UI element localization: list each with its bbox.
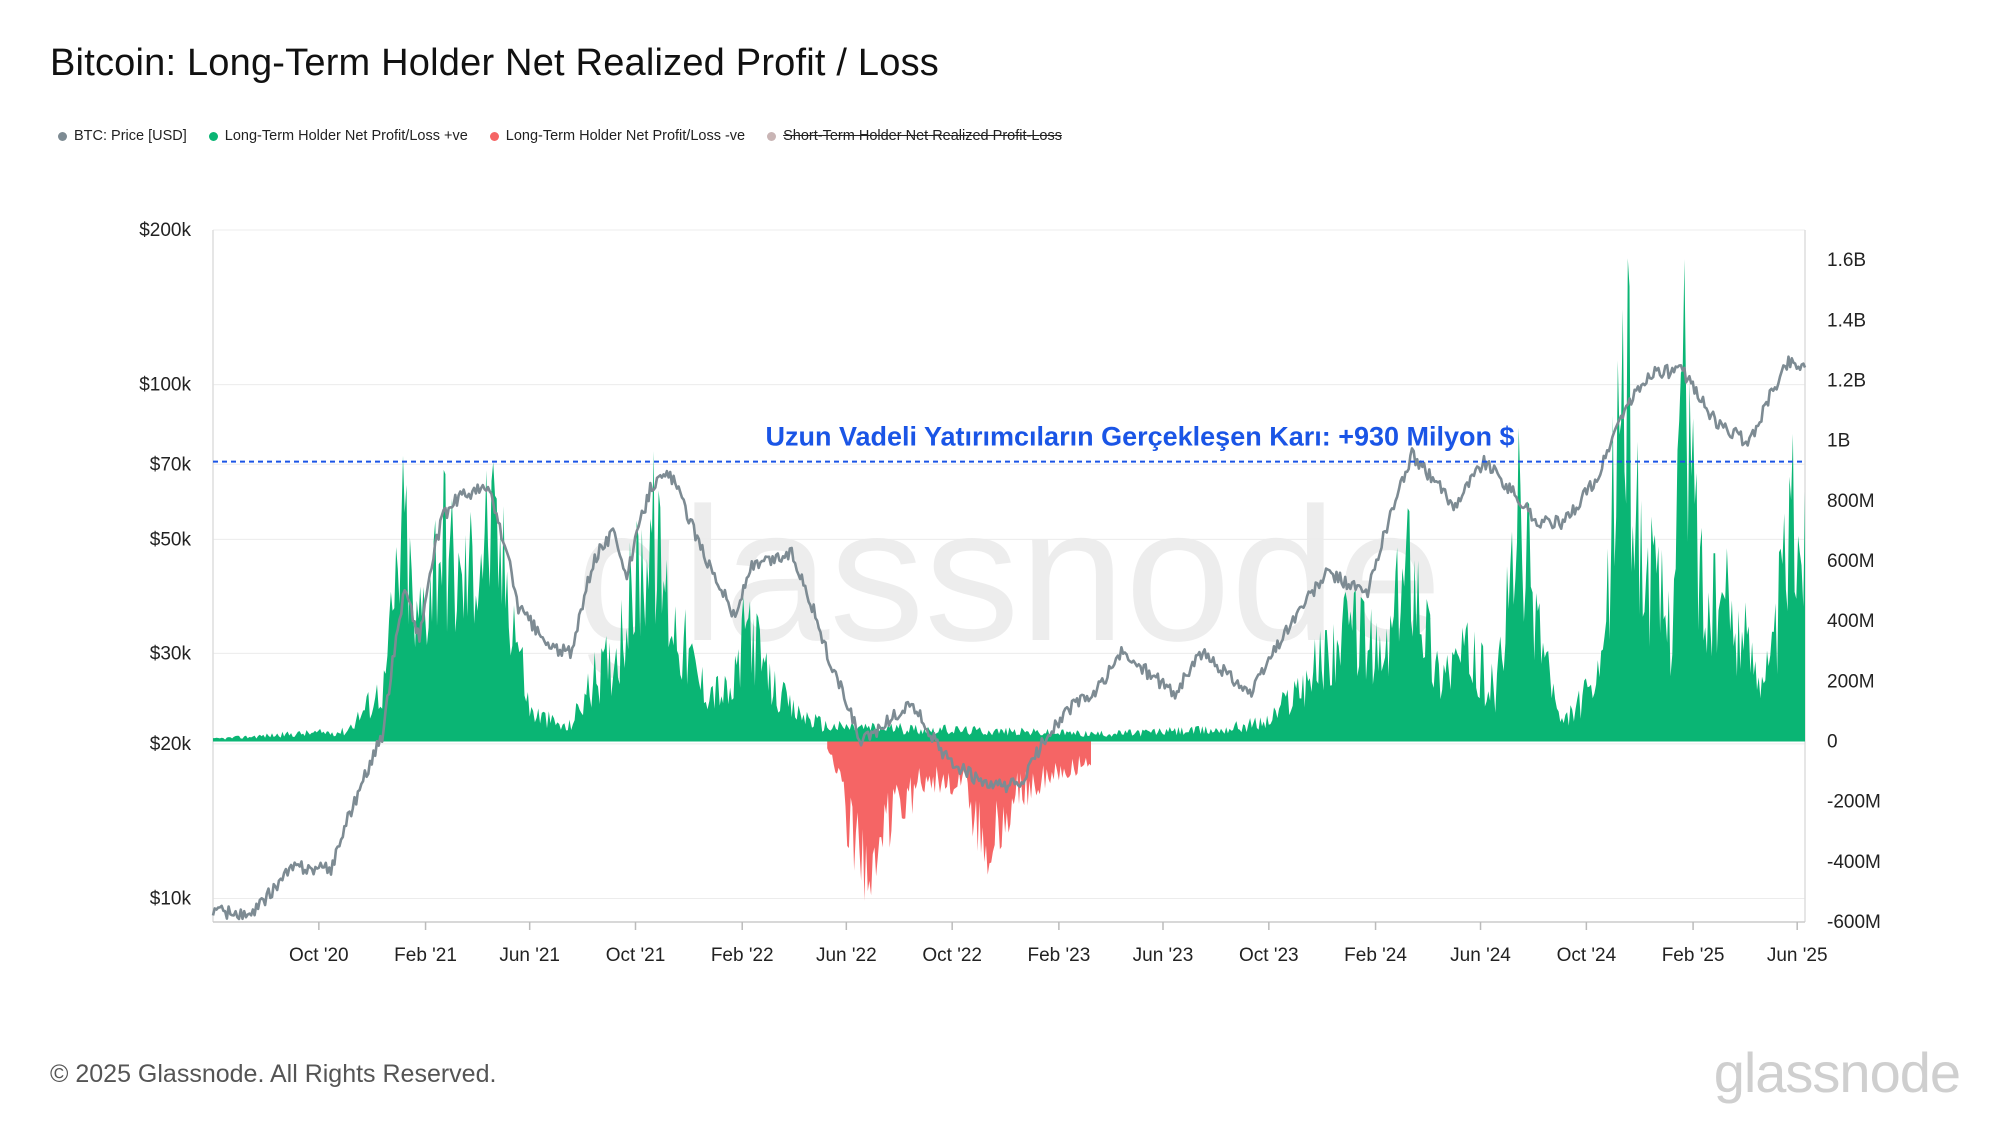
x-tick-label: Oct '22 [922,945,982,966]
y-right-tick-label: 400M [1827,611,1875,632]
legend-label: Long-Term Holder Net Profit/Loss -ve [505,128,746,144]
y-left-tick-label: $10k [150,888,192,909]
chart-title: Bitcoin: Long-Term Holder Net Realized P… [50,42,940,84]
x-tick-label: Feb '21 [394,945,457,966]
x-tick-label: Oct '23 [1239,945,1299,966]
x-tick-label: Oct '20 [289,945,349,966]
x-tick-label: Jun '24 [1450,945,1511,966]
x-tick-label: Feb '24 [1344,945,1407,966]
y-right-tick-label: 800M [1827,491,1875,512]
watermark-text: glassnode [576,469,1442,681]
y-left-tick-label: $30k [150,643,192,664]
legend-dot-icon [208,131,218,141]
x-tick-label: Feb '22 [711,945,774,966]
y-left-tick-label: $20k [150,734,192,755]
y-right-tick-label: 1B [1827,431,1850,452]
legend-item-lth-positive[interactable]: Long-Term Holder Net Profit/Loss +ve [208,128,468,144]
y-left-tick-label: $50k [150,529,192,550]
x-tick-label: Oct '24 [1557,945,1617,966]
x-tick-label: Jun '22 [816,945,877,966]
y-right-tick-label: -400M [1827,852,1881,873]
lth-positive-area [213,258,1805,742]
legend-dot-icon [489,131,499,141]
y-right-tick-label: 600M [1827,551,1875,572]
y-right-tick-label: 1.2B [1827,370,1866,391]
legend-item-btc-price[interactable]: BTC: Price [USD] [58,128,187,144]
lth-negative-area [827,741,1091,901]
legend-item-sth-net-profit-loss[interactable]: Short-Term Holder Net Realized Profit-Lo… [767,128,1062,144]
y-left-tick-label: $70k [150,454,192,475]
x-tick-label: Feb '25 [1662,945,1725,966]
legend-dot-icon [58,131,67,141]
legend-dot-icon [767,131,777,141]
legend-item-lth-negative[interactable]: Long-Term Holder Net Profit/Loss -ve [489,128,746,144]
y-left-tick-label: $200k [139,220,191,241]
y-right-tick-label: 0 [1827,731,1838,752]
legend-label: Long-Term Holder Net Profit/Loss +ve [224,128,468,144]
copyright-footer: © 2025 Glassnode. All Rights Reserved. [50,1060,497,1088]
legend: BTC: Price [USD] Long-Term Holder Net Pr… [58,128,1062,144]
legend-label: BTC: Price [USD] [74,128,187,144]
annotation-text: Uzun Vadeli Yatırımcıların Gerçekleşen K… [765,422,1514,452]
y-right-tick-label: 1.4B [1827,310,1866,331]
legend-label: Short-Term Holder Net Realized Profit-Lo… [783,128,1062,144]
y-right-tick-label: 200M [1827,671,1875,692]
y-right-tick-label: -200M [1827,792,1881,813]
y-left-tick-label: $100k [139,375,191,396]
y-right-tick-label: -600M [1827,912,1881,933]
x-tick-label: Feb '23 [1027,945,1090,966]
y-right-tick-label: 1.6B [1827,250,1866,271]
x-tick-label: Jun '23 [1133,945,1194,966]
btc-price-line [211,355,1807,921]
x-tick-label: Jun '21 [499,945,560,966]
x-tick-label: Oct '21 [606,945,666,966]
x-tick-label: Jun '25 [1767,945,1828,966]
glassnode-logo: glassnode [1713,1041,1961,1104]
